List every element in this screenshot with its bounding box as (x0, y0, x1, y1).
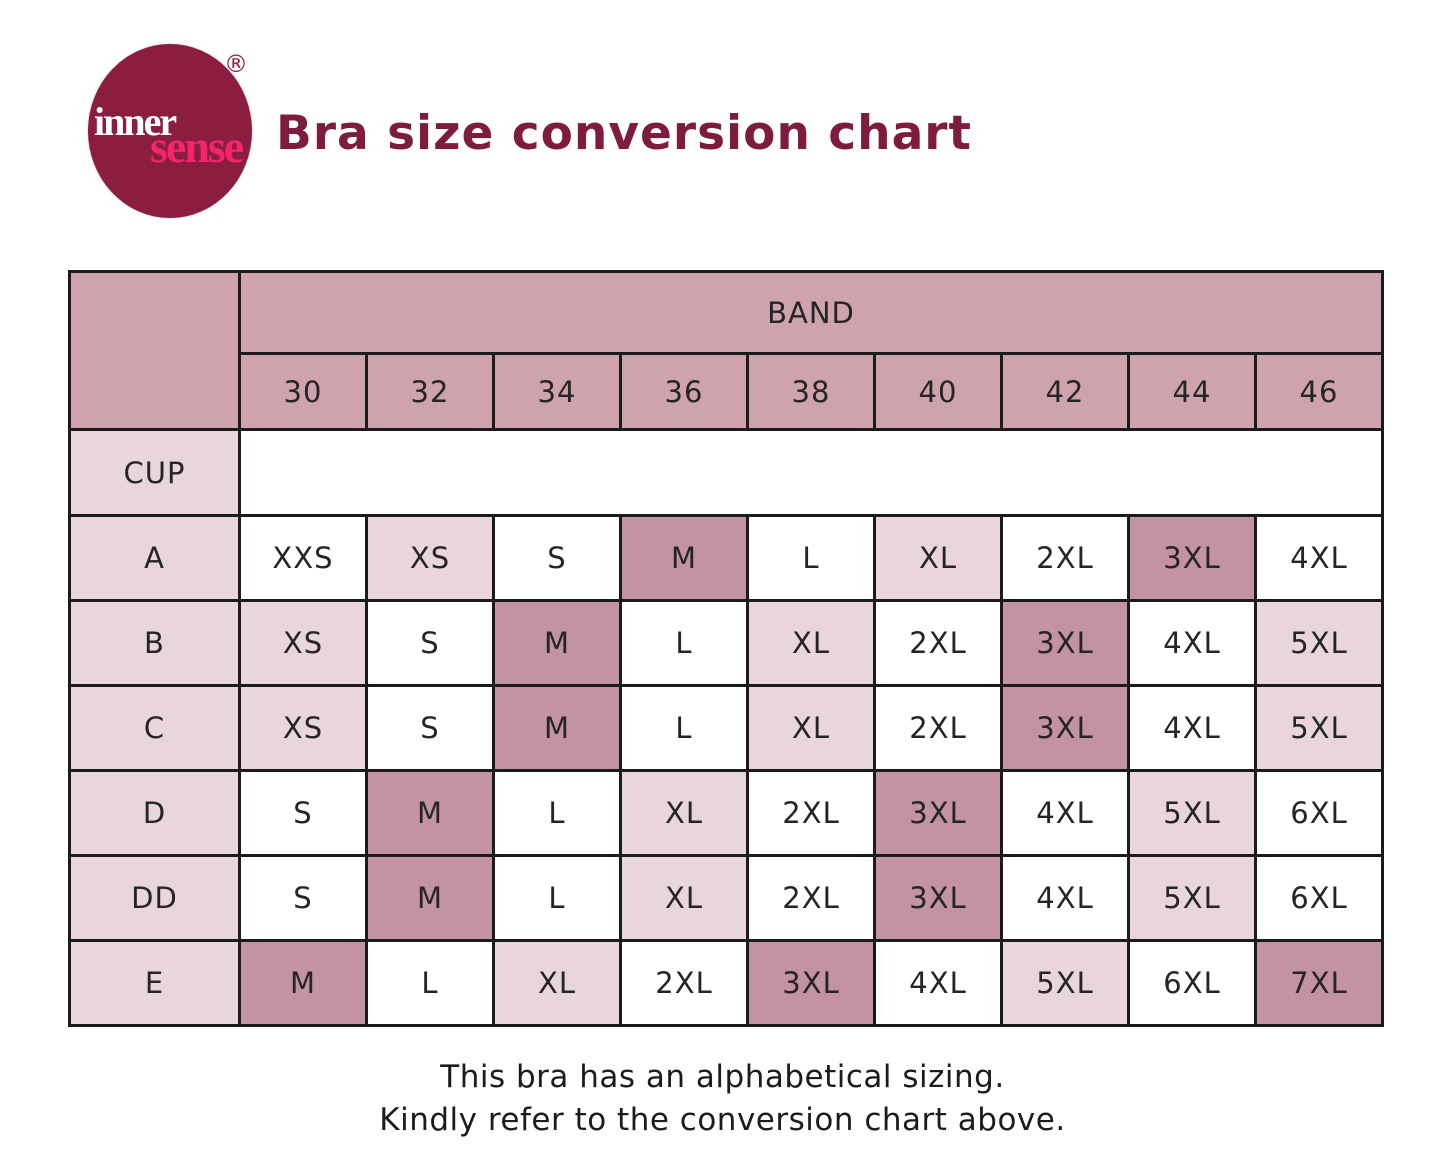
band-size-cell: 40 (873, 352, 1003, 431)
size-cell: 3XL (873, 769, 1003, 857)
size-cell: M (619, 514, 749, 602)
cup-label-cell: A (68, 514, 241, 602)
band-size-cell: 34 (492, 352, 622, 431)
size-cell: XS (238, 684, 368, 772)
page-title: Bra size conversion chart (276, 106, 972, 161)
size-cell: 3XL (746, 939, 876, 1027)
empty-cell (238, 428, 1384, 517)
size-cell: 3XL (1127, 514, 1257, 602)
cup-label-cell: E (68, 939, 241, 1027)
size-cell: 5XL (1127, 769, 1257, 857)
size-cell: M (238, 939, 368, 1027)
band-header-row: BAND (68, 270, 1384, 431)
size-cell: L (492, 854, 622, 942)
footer-line-2: Kindly refer to the conversion chart abo… (379, 1102, 1066, 1138)
size-cell: 2XL (619, 939, 749, 1027)
size-cell: XL (492, 939, 622, 1027)
table-row-cup-d: D S M L XL 2XL 3XL 4XL 5XL 6XL (68, 769, 1384, 857)
band-size-cell: 38 (746, 352, 876, 431)
cup-header-row: CUP (68, 428, 1384, 517)
table-row-cup-dd: DD S M L XL 2XL 3XL 4XL 5XL 6XL (68, 854, 1384, 942)
size-cell: XS (238, 599, 368, 687)
size-cell: L (619, 599, 749, 687)
size-cell: XS (365, 514, 495, 602)
size-cell: 4XL (1254, 514, 1384, 602)
size-cell: 4XL (1000, 854, 1130, 942)
size-cell: M (365, 769, 495, 857)
size-cell: 5XL (1254, 684, 1384, 772)
size-cell: 4XL (873, 939, 1003, 1027)
size-cell: XXS (238, 514, 368, 602)
size-cell: 3XL (873, 854, 1003, 942)
logo-circle-shape (88, 44, 252, 218)
size-cell: 3XL (1000, 684, 1130, 772)
size-cell: XL (619, 769, 749, 857)
size-cell: 2XL (873, 599, 1003, 687)
size-cell: 6XL (1254, 769, 1384, 857)
brand-logo: inner sense ® (88, 44, 252, 218)
size-cell: 2XL (1000, 514, 1130, 602)
size-cell: XL (619, 854, 749, 942)
band-header-cell: BAND (238, 270, 1384, 355)
band-sizes-row: 30 32 34 36 38 40 42 44 46 (70, 352, 1384, 431)
size-cell: L (365, 939, 495, 1027)
footer-note: This bra has an alphabetical sizing. Kin… (0, 1056, 1445, 1142)
table-row-cup-b: B XS S M L XL 2XL 3XL 4XL 5XL (68, 599, 1384, 687)
footer-line-1: This bra has an alphabetical sizing. (440, 1059, 1005, 1095)
size-conversion-table: BAND 30 32 34 36 38 40 42 44 46 CUP A XX… (68, 270, 1384, 1027)
size-cell: 5XL (1000, 939, 1130, 1027)
band-size-cell: 46 (1254, 352, 1384, 431)
size-cell: 5XL (1254, 599, 1384, 687)
cup-label-cell: C (68, 684, 241, 772)
size-cell: S (365, 684, 495, 772)
table-row-cup-a: A XXS XS S M L XL 2XL 3XL 4XL (68, 514, 1384, 602)
size-cell: S (238, 769, 368, 857)
size-cell: S (238, 854, 368, 942)
logo-word-inner: inner (94, 99, 177, 144)
cup-header-cell: CUP (68, 428, 241, 517)
size-cell: 6XL (1127, 939, 1257, 1027)
size-cell: 4XL (1000, 769, 1130, 857)
table-row-cup-c: C XS S M L XL 2XL 3XL 4XL 5XL (68, 684, 1384, 772)
band-size-cell: 30 (238, 352, 368, 431)
size-cell: 2XL (873, 684, 1003, 772)
band-size-cell: 42 (1000, 352, 1130, 431)
band-size-cell: 36 (619, 352, 749, 431)
logo-word-sense: sense (150, 121, 244, 172)
size-cell: L (619, 684, 749, 772)
size-cell: 4XL (1127, 599, 1257, 687)
cup-label-cell: D (68, 769, 241, 857)
size-cell: S (365, 599, 495, 687)
size-cell: 7XL (1254, 939, 1384, 1027)
cup-label-cell: B (68, 599, 241, 687)
size-cell: L (746, 514, 876, 602)
size-cell: M (492, 684, 622, 772)
size-cell: S (492, 514, 622, 602)
corner-cell (68, 270, 241, 431)
size-cell: M (365, 854, 495, 942)
size-cell: XL (746, 684, 876, 772)
table-row-cup-e: E M L XL 2XL 3XL 4XL 5XL 6XL 7XL (68, 939, 1384, 1027)
size-cell: 3XL (1000, 599, 1130, 687)
band-size-cell: 44 (1127, 352, 1257, 431)
registered-trademark-icon: ® (224, 50, 248, 78)
band-size-cell: 32 (365, 352, 495, 431)
size-cell: 2XL (746, 769, 876, 857)
size-cell: 4XL (1127, 684, 1257, 772)
size-cell: XL (873, 514, 1003, 602)
size-cell: XL (746, 599, 876, 687)
size-cell: 5XL (1127, 854, 1257, 942)
size-cell: M (492, 599, 622, 687)
cup-label-cell: DD (68, 854, 241, 942)
size-cell: L (492, 769, 622, 857)
size-cell: 2XL (746, 854, 876, 942)
size-cell: 6XL (1254, 854, 1384, 942)
